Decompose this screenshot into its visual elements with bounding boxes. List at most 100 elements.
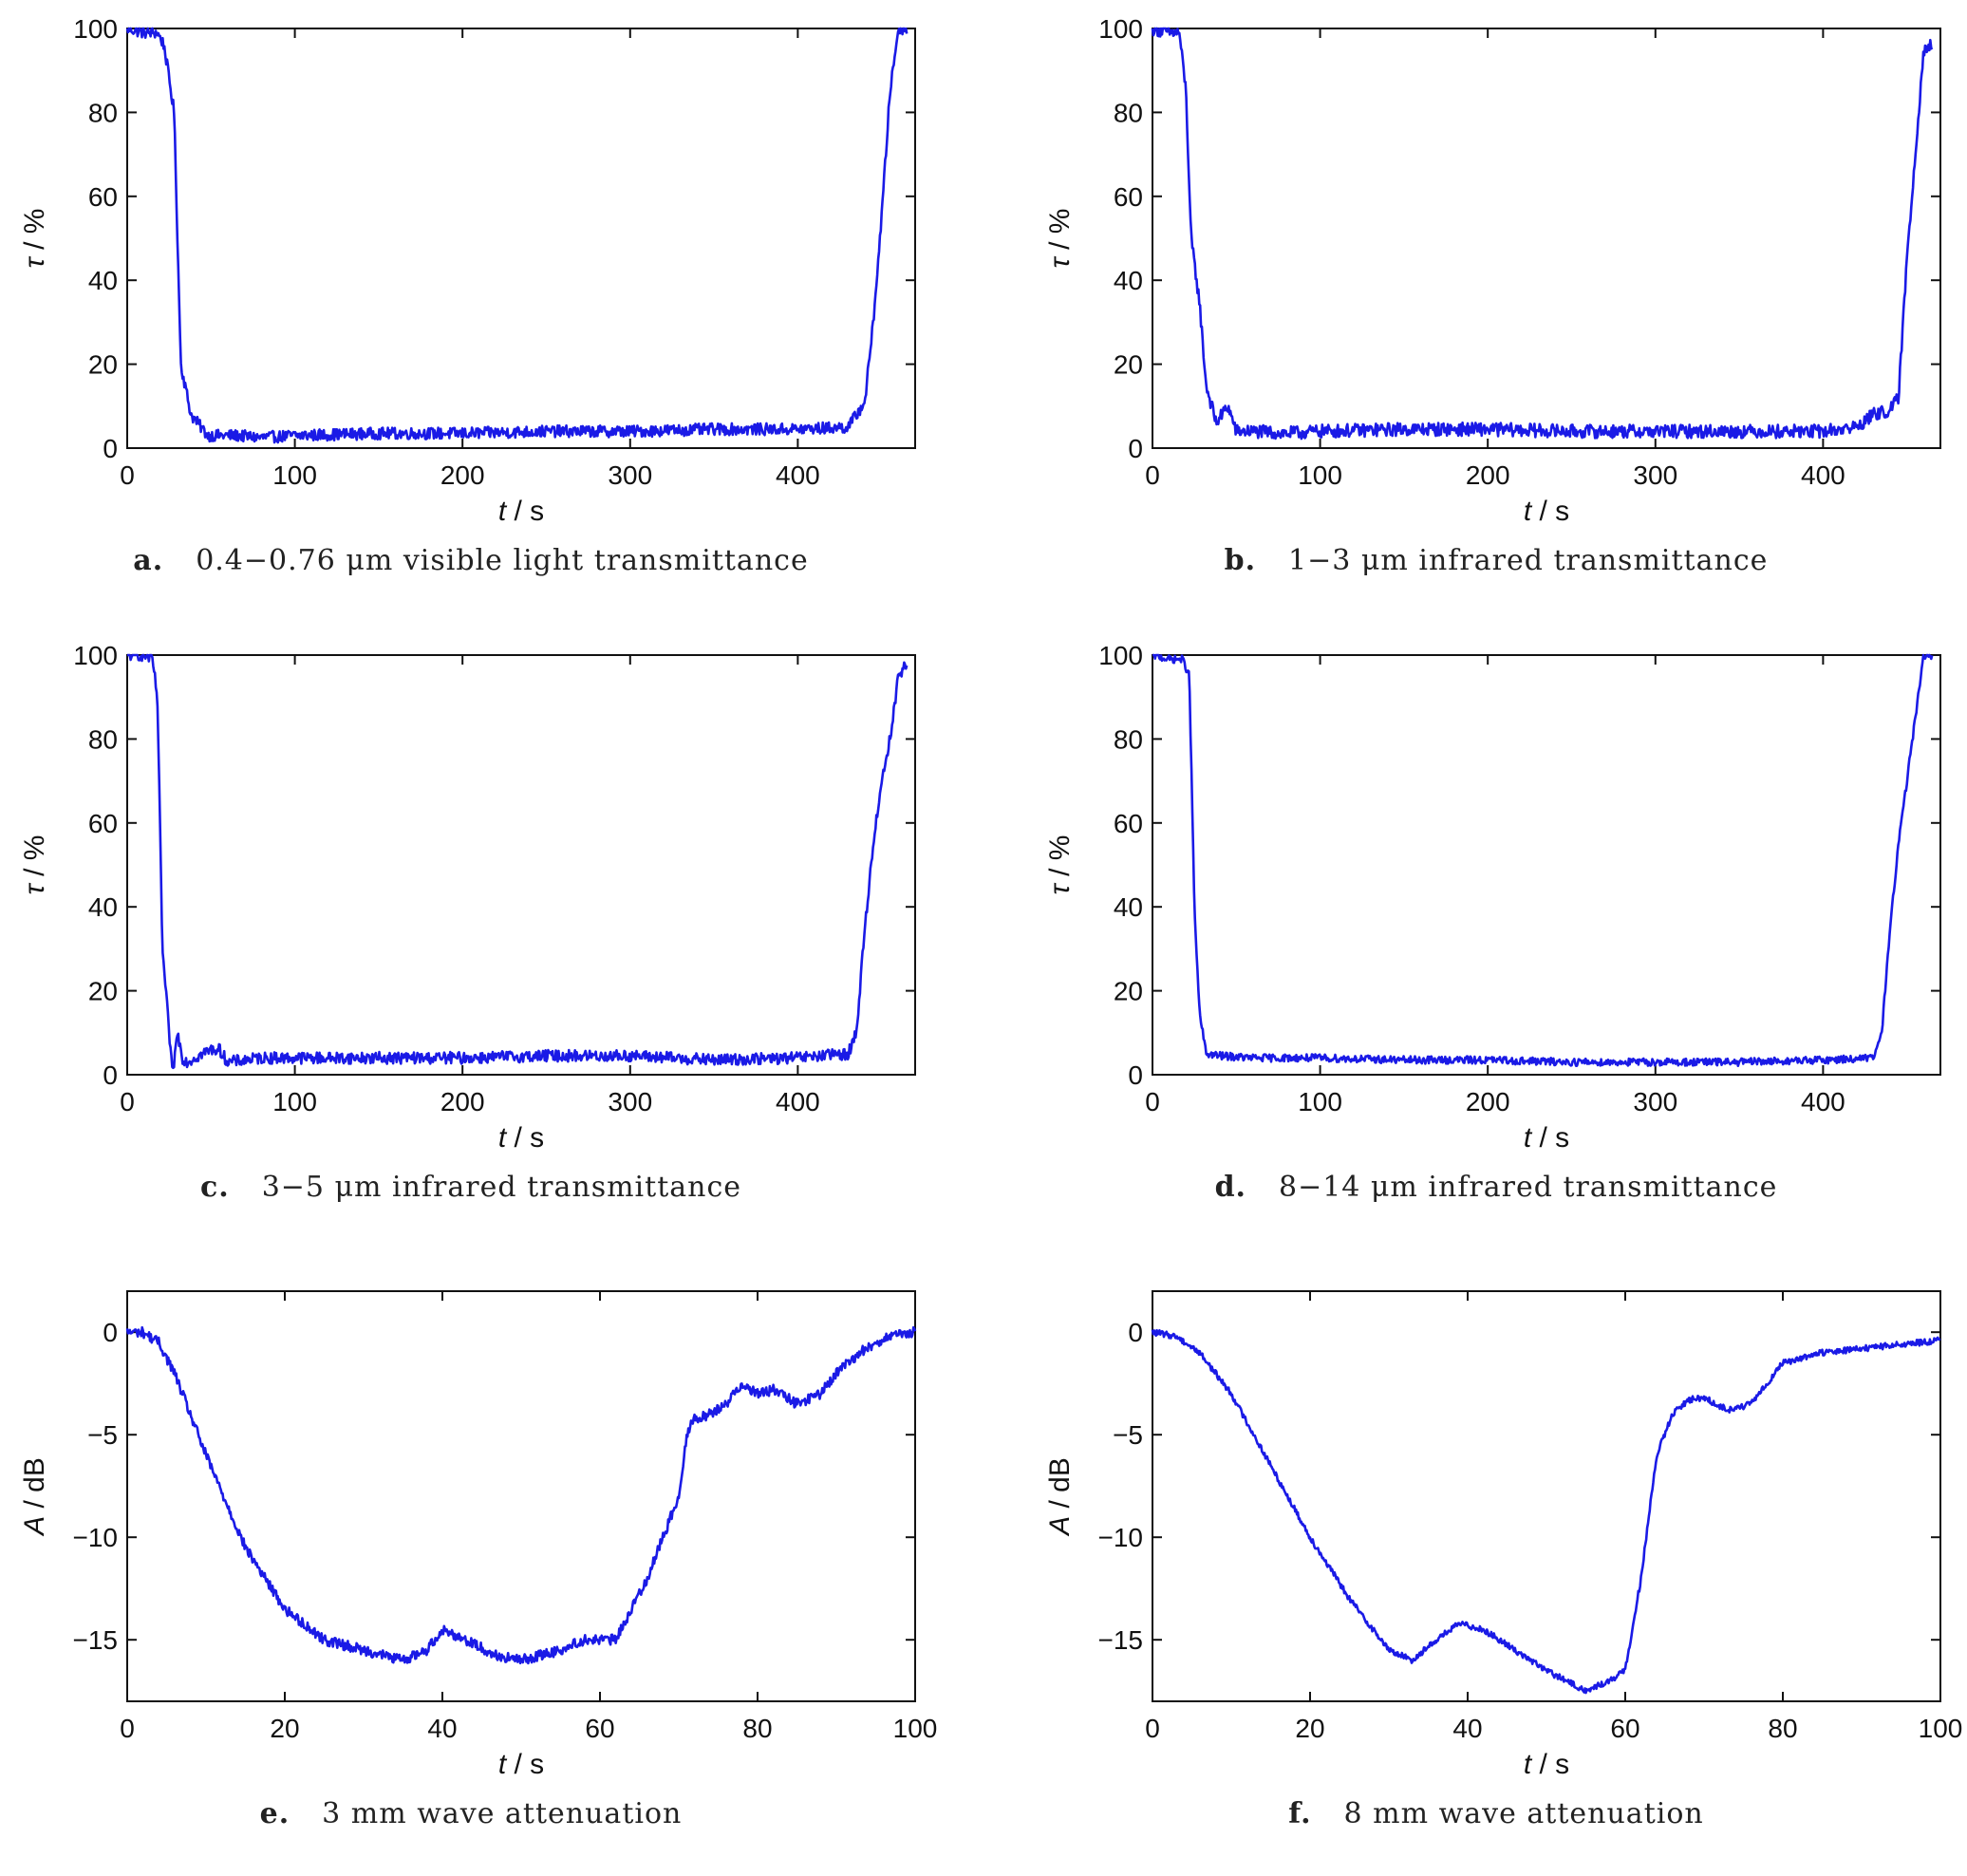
- x-tick-label: 200: [1466, 1087, 1510, 1116]
- series-line-e: [125, 1325, 917, 1665]
- x-tick-label: 40: [1452, 1714, 1482, 1743]
- y-axis-title: A / dB: [1044, 1457, 1076, 1537]
- x-tick-label: 0: [120, 1087, 135, 1116]
- x-tick-label: 100: [893, 1714, 938, 1743]
- y-tick-label: 80: [88, 98, 118, 127]
- y-axis-title: τ / %: [19, 835, 50, 895]
- x-tick-label: 60: [585, 1714, 614, 1743]
- x-tick-label: 60: [1610, 1714, 1639, 1743]
- x-tick-label: 400: [776, 460, 820, 490]
- y-tick-label: 100: [1098, 14, 1143, 44]
- y-axis-title: A / dB: [19, 1457, 50, 1537]
- y-tick-label: 0: [103, 1318, 118, 1347]
- y-tick-label: 0: [1128, 434, 1143, 463]
- y-tick-label: 80: [1114, 98, 1143, 127]
- x-tick-label: 300: [608, 1087, 652, 1116]
- x-tick-label: 100: [1298, 460, 1342, 490]
- y-tick-label: 20: [88, 350, 118, 380]
- series-line-a: [125, 27, 909, 444]
- caption-e-letter: e.: [259, 1797, 290, 1830]
- x-axis-title: t / s: [498, 496, 544, 527]
- x-tick-label: 300: [1633, 460, 1677, 490]
- x-tick-label: 0: [1145, 1714, 1160, 1743]
- x-axis-title: t / s: [1524, 1122, 1569, 1154]
- y-tick-label: 60: [1114, 809, 1143, 838]
- y-tick-label: 20: [88, 977, 118, 1006]
- y-tick-label: 60: [88, 809, 118, 838]
- caption-e-text: 3 mm wave attenuation: [322, 1797, 683, 1830]
- x-tick-label: 0: [120, 460, 135, 490]
- plot-frame: [126, 28, 916, 449]
- y-tick-label: 60: [88, 182, 118, 212]
- caption-f-text: 8 mm wave attenuation: [1343, 1797, 1704, 1830]
- series-line-b: [1151, 27, 1934, 441]
- y-tick-label: 40: [88, 266, 118, 295]
- y-tick-label: −10: [73, 1523, 119, 1552]
- caption-c-letter: c.: [199, 1171, 230, 1204]
- caption-c-text: 3−5 μm infrared transmittance: [261, 1171, 742, 1204]
- x-tick-label: 0: [1145, 460, 1160, 490]
- x-tick-label: 100: [272, 460, 317, 490]
- y-tick-label: −5: [87, 1420, 118, 1450]
- caption-c: c. 3−5 μm infrared transmittance: [200, 1171, 741, 1204]
- x-tick-label: 300: [1633, 1087, 1677, 1116]
- y-tick-label: 20: [1114, 977, 1143, 1006]
- y-tick-label: −5: [1113, 1420, 1143, 1450]
- caption-a-letter: a.: [133, 544, 164, 577]
- y-tick-label: 100: [73, 641, 118, 670]
- caption-f-letter: f.: [1288, 1797, 1312, 1830]
- x-tick-label: 300: [608, 460, 652, 490]
- x-axis-title: t / s: [1524, 496, 1569, 527]
- x-tick-label: 40: [427, 1714, 457, 1743]
- y-tick-label: 0: [103, 1060, 118, 1090]
- y-tick-label: 100: [73, 14, 118, 44]
- y-tick-label: 80: [1114, 724, 1143, 754]
- x-tick-label: 100: [272, 1087, 317, 1116]
- caption-d: d. 8−14 μm infrared transmittance: [1215, 1171, 1778, 1204]
- plot-frame: [126, 654, 916, 1076]
- y-tick-label: 40: [1114, 266, 1143, 295]
- x-axis-title: t / s: [498, 1749, 544, 1780]
- y-tick-label: −10: [1098, 1523, 1144, 1552]
- x-tick-label: 200: [440, 1087, 485, 1116]
- y-tick-label: 40: [88, 892, 118, 922]
- y-axis-title: τ / %: [1044, 209, 1076, 269]
- caption-e: e. 3 mm wave attenuation: [260, 1797, 683, 1830]
- y-tick-label: 100: [1098, 641, 1143, 670]
- caption-d-letter: d.: [1214, 1171, 1246, 1204]
- y-tick-label: 80: [88, 724, 118, 754]
- x-tick-label: 80: [1768, 1714, 1797, 1743]
- x-tick-label: 200: [1466, 460, 1510, 490]
- x-tick-label: 0: [120, 1714, 135, 1743]
- x-tick-label: 400: [1801, 1087, 1845, 1116]
- caption-b: b. 1−3 μm infrared transmittance: [1225, 544, 1769, 577]
- x-tick-label: 100: [1919, 1714, 1963, 1743]
- caption-d-text: 8−14 μm infrared transmittance: [1279, 1171, 1778, 1204]
- plot-frame: [1152, 654, 1941, 1076]
- y-tick-label: 40: [1114, 892, 1143, 922]
- x-tick-label: 20: [270, 1714, 299, 1743]
- y-tick-label: 0: [103, 434, 118, 463]
- series-line-f: [1151, 1328, 1941, 1695]
- y-tick-label: −15: [73, 1625, 119, 1655]
- series-line-d: [1152, 653, 1934, 1067]
- caption-a: a. 0.4−0.76 μm visible light transmittanc…: [133, 544, 808, 577]
- caption-f: f. 8 mm wave attenuation: [1288, 1797, 1703, 1830]
- y-tick-label: −15: [1098, 1625, 1144, 1655]
- y-tick-label: 60: [1114, 182, 1143, 212]
- caption-a-text: 0.4−0.76 μm visible light transmittance: [196, 544, 809, 577]
- x-tick-label: 400: [1801, 460, 1845, 490]
- caption-b-text: 1−3 μm infrared transmittance: [1288, 544, 1769, 577]
- x-tick-label: 200: [440, 460, 485, 490]
- x-axis-title: t / s: [498, 1122, 544, 1154]
- x-tick-label: 20: [1295, 1714, 1324, 1743]
- series-line-c: [126, 653, 909, 1070]
- x-tick-label: 400: [776, 1087, 820, 1116]
